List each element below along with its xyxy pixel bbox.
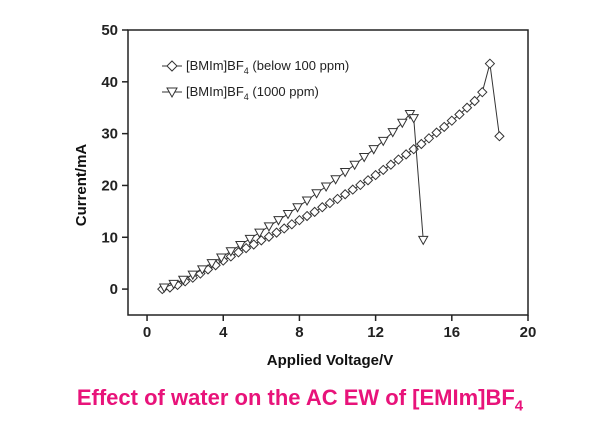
data-point-diamond xyxy=(494,131,505,142)
data-point-diamond xyxy=(324,197,336,209)
data-point-triangle-down xyxy=(196,265,208,275)
data-point-triangle-down xyxy=(301,196,313,207)
data-point-diamond xyxy=(370,169,381,181)
data-point-diamond xyxy=(362,175,374,186)
x-tick-label: 16 xyxy=(443,324,460,341)
data-point-triangle-down xyxy=(168,279,180,290)
data-point-diamond xyxy=(416,138,427,150)
y-tick-label: 10 xyxy=(101,229,118,246)
legend-label-diamond: [BMIm]BF4 (below 100 ppm) xyxy=(186,58,349,76)
data-point-diamond xyxy=(278,223,290,234)
data-point-diamond xyxy=(256,235,267,246)
data-point-diamond xyxy=(317,202,328,213)
y-tick-label: 40 xyxy=(101,74,118,91)
data-point-triangle-down xyxy=(387,128,399,138)
data-point-triangle-down xyxy=(263,222,275,232)
data-point-diamond xyxy=(301,210,313,222)
data-point-triangle-down xyxy=(273,216,284,226)
x-tick-label: 12 xyxy=(367,324,384,341)
data-point-diamond xyxy=(355,179,366,191)
data-point-triangle-down xyxy=(225,247,237,257)
legend: [BMIm]BF4 (below 100 ppm) [BMIm]BF4 (100… xyxy=(162,58,349,102)
data-point-diamond xyxy=(294,214,305,226)
data-point-diamond xyxy=(332,193,343,205)
data-point-triangle-down xyxy=(206,259,218,269)
caption-main: Effect of water on the AC EW of [EMIm]BF xyxy=(76,385,515,410)
data-point-diamond xyxy=(477,86,488,98)
data-point-diamond xyxy=(446,115,458,126)
figure-caption: Effect of water on the AC EW of [EMIm]BF… xyxy=(0,385,600,414)
data-point-diamond xyxy=(484,58,496,69)
data-point-triangle-down xyxy=(311,189,322,199)
data-point-diamond xyxy=(248,239,259,250)
data-point-triangle-down xyxy=(320,182,332,193)
plot-frame xyxy=(127,29,529,316)
data-point-diamond xyxy=(438,121,450,133)
data-point-diamond xyxy=(263,231,275,242)
data-point-diamond xyxy=(431,127,442,138)
legend-label-triangle-sub: 4 xyxy=(244,92,249,102)
x-tick-label: 4 xyxy=(219,324,228,341)
x-tick-label: 8 xyxy=(295,324,303,341)
legend-label-triangle: [BMIm]BF4 (1000 ppm) xyxy=(186,84,319,102)
data-point-diamond xyxy=(423,133,435,144)
y-tick-label: 0 xyxy=(110,281,118,298)
legend-label-triangle-main: [BMIm]BF xyxy=(186,84,244,99)
data-point-triangle-down xyxy=(244,234,256,245)
y-tick-label: 20 xyxy=(101,177,118,194)
legend-label-diamond-tail: (below 100 ppm) xyxy=(249,58,349,73)
data-point-diamond xyxy=(347,184,358,195)
legend-item-triangle: [BMIm]BF4 (1000 ppm) xyxy=(162,84,319,102)
data-point-diamond xyxy=(233,247,244,258)
data-point-triangle-down xyxy=(187,270,199,281)
data-point-triangle-down xyxy=(417,235,429,246)
data-point-diamond xyxy=(271,227,282,238)
data-point-diamond xyxy=(240,242,252,254)
data-point-triangle-down xyxy=(282,209,294,220)
data-point-diamond xyxy=(286,219,298,230)
data-point-diamond xyxy=(385,159,397,170)
data-point-diamond xyxy=(454,109,465,120)
data-point-triangle-down xyxy=(235,241,246,251)
x-axis-title: Applied Voltage/V xyxy=(267,352,393,369)
legend-label-triangle-tail: (1000 ppm) xyxy=(249,84,319,99)
y-tick-label: 30 xyxy=(101,126,118,143)
data-point-diamond xyxy=(400,149,412,160)
data-point-triangle-down xyxy=(177,275,189,286)
data-point-triangle-down xyxy=(358,152,370,163)
legend-label-diamond-sub: 4 xyxy=(244,66,249,76)
data-point-triangle-down xyxy=(330,175,341,185)
data-point-triangle-down xyxy=(408,114,420,124)
data-point-triangle-down xyxy=(396,118,408,129)
data-point-triangle-down xyxy=(292,203,303,213)
data-point-triangle-down xyxy=(349,160,361,171)
x-tick-label: 20 xyxy=(520,324,537,341)
data-point-diamond xyxy=(461,102,473,113)
data-point-triangle-down xyxy=(339,167,351,178)
data-point-triangle-down xyxy=(254,228,265,239)
data-point-diamond xyxy=(339,189,351,200)
caption-subscript: 4 xyxy=(514,397,524,415)
data-point-diamond xyxy=(309,206,320,218)
legend-item-diamond: [BMIm]BF4 (below 100 ppm) xyxy=(162,58,349,76)
data-point-triangle-down xyxy=(215,253,227,264)
data-point-triangle-down xyxy=(368,145,380,155)
y-tick-label: 50 xyxy=(101,22,118,39)
data-point-diamond xyxy=(378,164,389,176)
y-axis-title: Current/mA xyxy=(73,144,90,227)
data-point-diamond xyxy=(393,154,404,165)
legend-label-diamond-main: [BMIm]BF xyxy=(186,58,244,73)
x-tick-label: 0 xyxy=(143,324,151,341)
data-point-triangle-down xyxy=(158,283,170,294)
data-point-diamond xyxy=(469,95,480,107)
data-point-triangle-down xyxy=(377,136,389,147)
